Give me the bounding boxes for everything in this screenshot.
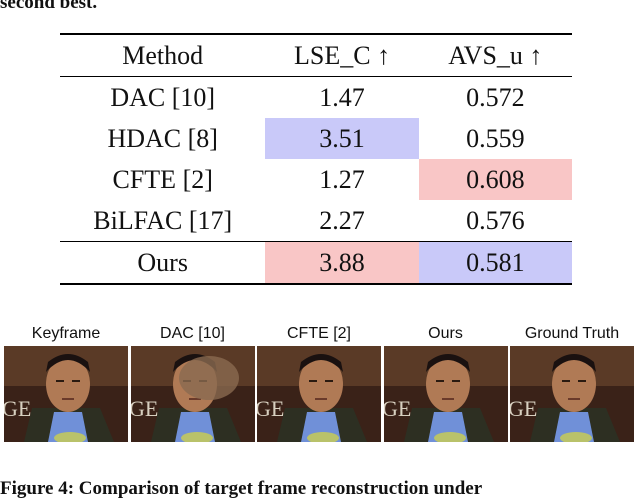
header-avs-u: AVS_u ↑ [418, 33, 572, 77]
cell-method: DAC [10] [110, 82, 216, 112]
cell-lse-c: 1.47 [319, 82, 365, 112]
panel-label: DAC [10] [160, 325, 225, 342]
cell-avs-u: 0.572 [466, 82, 525, 112]
cell-avs-u: 0.581 [418, 241, 572, 285]
svg-text:GE: GE [257, 396, 284, 421]
panel-label: Ground Truth [524, 325, 620, 342]
cell-avs-u: 0.559 [466, 123, 525, 153]
header-method: Method [60, 33, 266, 77]
results-table: Method LSE_C ↑ AVS_u ↑ DAC [10] 1.47 0.572… [60, 33, 572, 285]
cell-avs-u: 0.608 [418, 159, 572, 200]
table-header-row: Method LSE_C ↑ AVS_u ↑ [60, 33, 572, 77]
cell-method: BiLFAC [17] [93, 205, 233, 235]
cell-method: HDAC [8] [107, 123, 218, 153]
panel-label: Keyframe [31, 325, 101, 342]
cell-lse-c: 3.88 [265, 241, 419, 285]
table-row: DAC [10] 1.47 0.572 [60, 77, 572, 119]
face-image: GE [257, 346, 381, 442]
svg-text:GE: GE [4, 396, 31, 421]
figure-caption: Figure 4: Comparison of target frame rec… [0, 478, 483, 499]
panel-label: Ours [428, 325, 463, 342]
previous-caption-tail: second best. [0, 0, 98, 13]
table-row: Ours 3.88 0.581 [60, 241, 572, 285]
cell-lse-c: 2.27 [319, 205, 365, 235]
face-image: GE [130, 346, 255, 442]
header-lse-c: LSE_C ↑ [265, 33, 419, 77]
table-row: BiLFAC [17] 2.27 0.576 [60, 200, 572, 242]
panel-label: CFTE [2] [286, 325, 351, 342]
svg-text:GE: GE [510, 396, 537, 421]
face-image: GE [383, 346, 508, 442]
cell-method: CFTE [2] [112, 164, 213, 194]
cell-lse-c: 1.27 [319, 164, 365, 194]
cell-lse-c: 3.51 [265, 118, 419, 159]
svg-text:GE: GE [131, 396, 158, 421]
face-image: GE [4, 346, 128, 442]
cell-avs-u: 0.576 [466, 205, 525, 235]
table-row: CFTE [2] 1.27 0.608 [60, 159, 572, 200]
face-image: GE [510, 346, 634, 442]
svg-text:GE: GE [384, 396, 411, 421]
cell-method: Ours [60, 241, 266, 285]
table-row: HDAC [8] 3.51 0.559 [60, 118, 572, 159]
